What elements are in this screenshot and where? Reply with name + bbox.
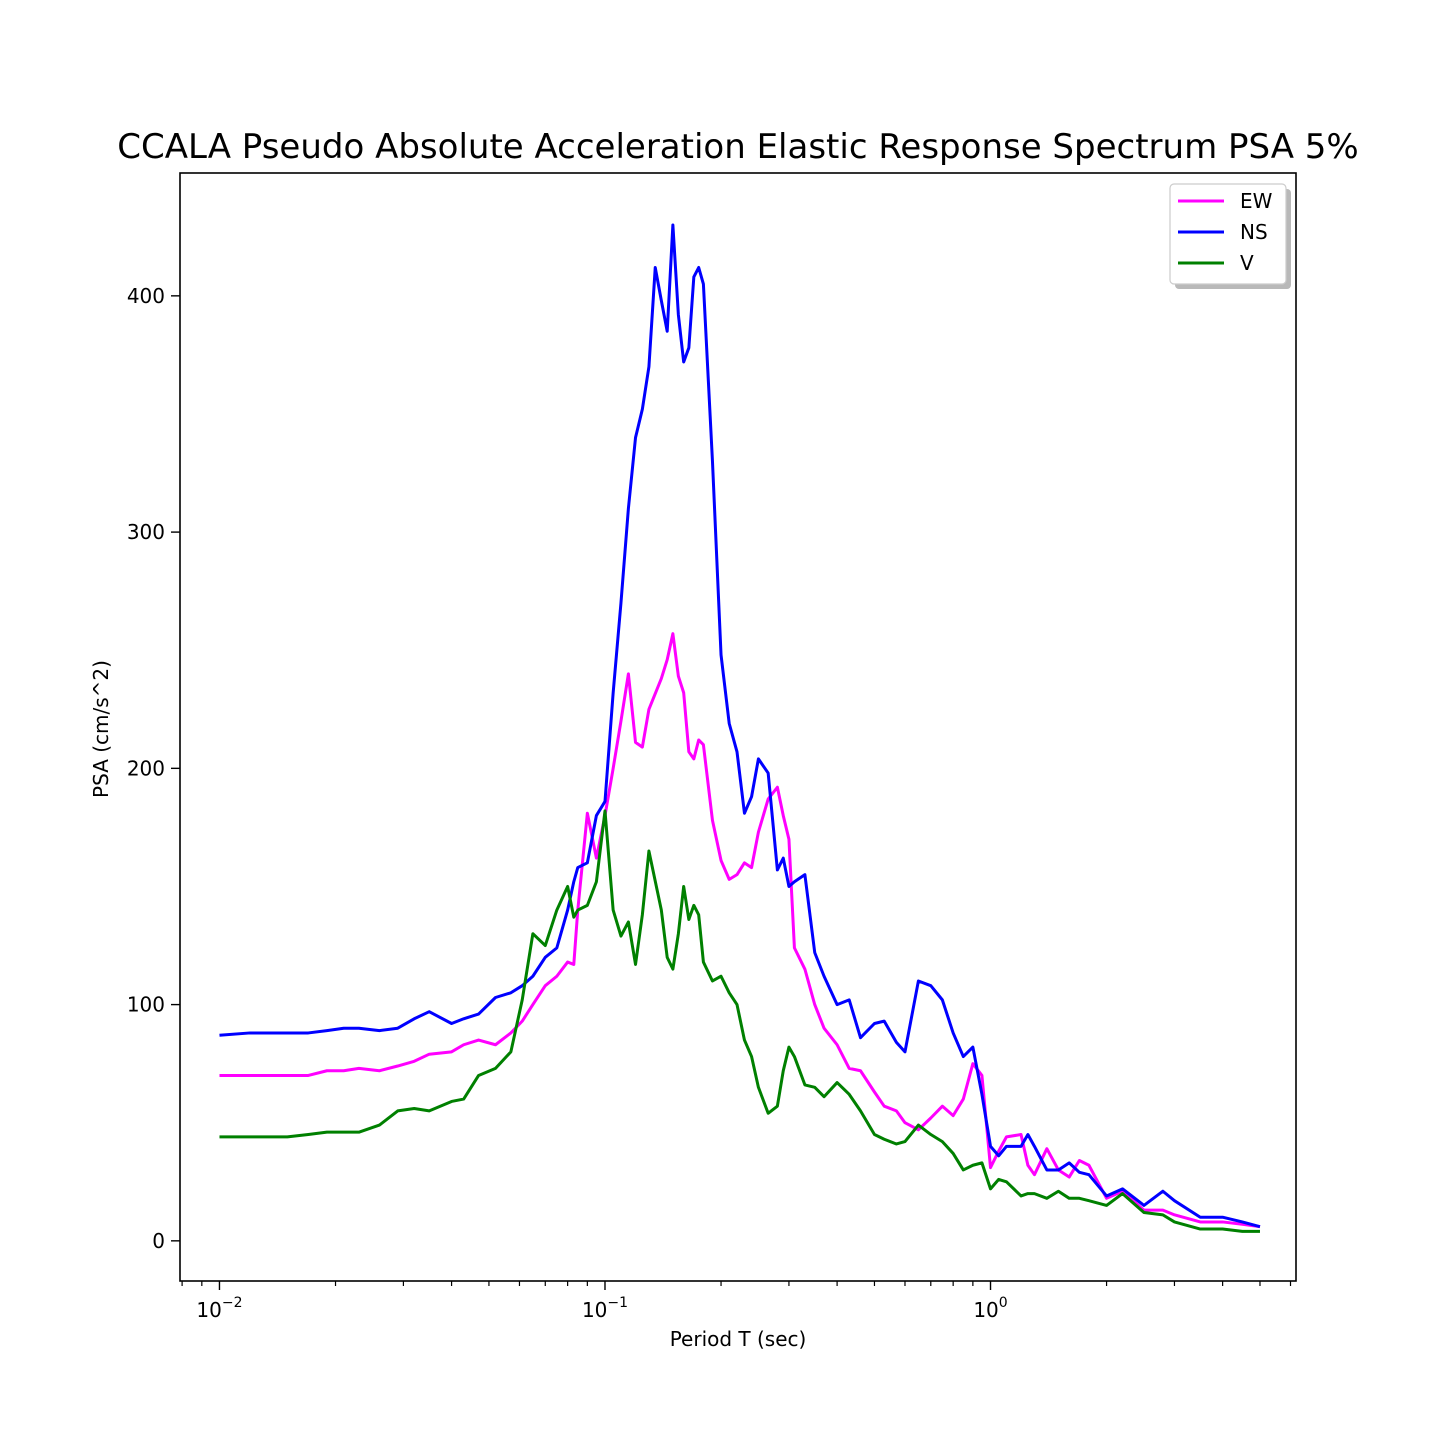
- y-tick-label: 300: [127, 520, 165, 544]
- y-axis-label: PSA (cm/s^2): [89, 660, 113, 798]
- chart-title: CCALA Pseudo Absolute Acceleration Elast…: [117, 127, 1358, 167]
- series-line-v: [219, 809, 1260, 1233]
- series-line-ns: [219, 223, 1261, 1229]
- y-tick-label: 400: [127, 284, 165, 308]
- legend-label-ns: NS: [1240, 220, 1268, 244]
- x-tick-label: 100: [973, 1295, 1007, 1322]
- x-tick-label: 10−2: [196, 1295, 242, 1322]
- y-tick-label: 100: [127, 993, 165, 1017]
- legend-label-v: V: [1240, 251, 1254, 275]
- series-line-ew: [219, 632, 1261, 1229]
- x-tick-label: 10−1: [582, 1295, 628, 1322]
- legend-label-ew: EW: [1240, 189, 1273, 213]
- x-axis-label: Period T (sec): [670, 1327, 807, 1351]
- legend: EW NS V: [1169, 183, 1291, 289]
- y-tick-label: 200: [127, 756, 165, 780]
- y-tick-label: 0: [152, 1229, 165, 1253]
- plot-area: 10−2 10−1 100 0 100 200 300 400: [127, 172, 1297, 1322]
- plot-frame: [179, 172, 1297, 1282]
- legend-box: [1169, 183, 1287, 285]
